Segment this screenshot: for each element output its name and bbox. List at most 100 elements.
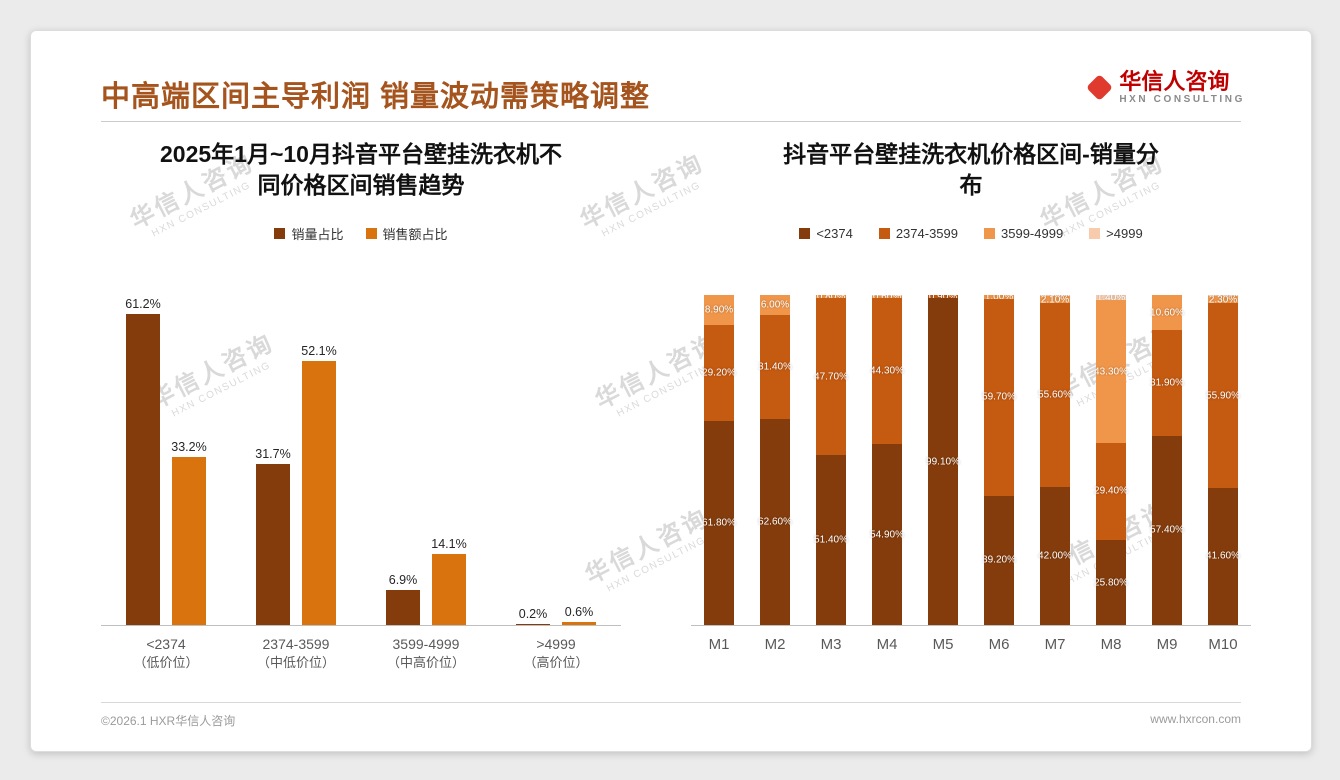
header-divider [101,121,1241,122]
stacked-bar: 0.20%2.30%55.90%41.60% [1206,295,1240,626]
segment-value-label: 10.60% [1150,307,1184,319]
bar-group: 0.2% 0.6% [516,605,596,626]
segment-value-label: 39.20% [982,554,1016,566]
legend-swatch [274,227,286,239]
legend-swatch [984,227,995,239]
footer-website: www.hxrcon.com [1150,712,1241,726]
bar-rect [302,360,336,626]
page-title: 中高端区间主导利润 销量波动需策略调整 [101,81,651,113]
segment-value-label: 6.00% [760,299,790,311]
segment-value-label: 29.20% [702,367,736,379]
bar: 0.6% [562,605,596,626]
legend-item: <2374 [799,226,853,241]
segment-value-label: 99.10% [926,456,960,468]
category-label: >4999 （高价位） [491,634,621,673]
bar-value-label: 0.2% [518,607,548,622]
bar-segment: 1.40% [1096,295,1126,303]
slide-card: 华信人咨询 HXN CONSULTING 华信人咨询 HXN CONSULTING … [30,30,1312,752]
bar-rect [126,314,160,626]
category-label: M10 [1208,636,1238,654]
bar-segment: 39.20% [982,495,1016,626]
legend-swatch [878,227,890,239]
bar-value-label: 61.2% [125,297,161,312]
category-label: M3 [820,636,842,654]
category-label: M1 [708,636,730,654]
stacked-bar: 0.10%10.60%31.90%57.40% [1150,295,1184,626]
stacked-bar: 0.30%2.10%55.60%42.00% [1038,295,1072,626]
category-name: >4999 [536,636,576,653]
bar-rect [562,622,596,626]
bar: 52.1% [301,343,337,626]
bar-value-label: 6.9% [388,573,418,588]
segment-value-label: 43.30% [1094,366,1128,378]
segment-value-label: 2.30% [1208,295,1238,306]
segment-value-label: 61.80% [702,517,736,529]
bar-segment: 25.80% [1094,539,1128,626]
bar-segment: 29.20% [702,324,736,422]
bar-segment: 29.40% [1094,442,1128,540]
bar-group: 6.9% 14.1% [386,536,467,626]
bar-segment: 2.10% [1040,295,1070,306]
bar-segment: 6.00% [760,295,790,315]
category-label: M8 [1100,636,1122,654]
legend-item: 销量占比 [274,224,344,243]
category-label: 2374-3599 （中低价位） [231,634,361,673]
bar-segment: 44.30% [870,297,904,444]
bar-segment: 57.40% [1150,435,1184,626]
category-label: M7 [1044,636,1066,654]
bar-rect [256,464,290,626]
segment-value-label: 47.70% [814,371,848,383]
bar-segment: 42.00% [1038,486,1072,626]
bar-segment: 31.40% [758,314,792,419]
slide-footer: ©2026.1 HXR华信人咨询 www.hxrcon.com [101,702,1241,729]
category-name: 3599-4999 [392,636,460,653]
bar: 61.2% [125,297,161,626]
category-sublabel: （高价位） [523,655,589,671]
bar-rect [432,553,466,626]
chart-legend: 销量占比 销售额占比 [101,224,621,243]
bar-value-label: 31.7% [255,447,291,462]
chart-legend: <2374 2374-3599 3599-4999 >4999 [691,225,1251,241]
category-label: M6 [988,636,1010,654]
segment-value-label: 62.60% [758,516,792,528]
segment-value-label: 2.10% [1040,295,1070,306]
bar-value-label: 52.1% [301,343,337,358]
stacked-bar: 0.20%0.60%44.30%54.90% [870,295,904,626]
segment-value-label: 59.70% [982,391,1016,403]
chart-category-axis: M1 M2 M3 M4 M5 M6 M7 M8 M9 M10 [691,634,1251,656]
bar-value-label: 14.1% [431,536,467,551]
segment-value-label: 55.60% [1038,389,1072,401]
logo-name: 华信人咨询 [1119,69,1230,94]
segment-value-label: 42.00% [1038,550,1072,562]
bar-value-label: 33.2% [171,439,207,454]
bar-segment: 59.70% [982,298,1016,496]
bar-segment: 55.60% [1038,303,1072,487]
segment-value-label: 44.30% [870,365,904,377]
category-sublabel: （中低价位） [256,655,335,671]
legend-label: <2374 [816,225,853,241]
segment-value-label: 31.40% [758,361,792,373]
bar-rect [172,456,206,626]
chart-plot: 0.10%8.90%29.20%61.80%6.00%31.40%62.60%0… [691,295,1251,627]
bar: 14.1% [431,536,467,626]
company-logo: 华信人咨询 HXN CONSULTING [1086,69,1245,106]
category-label: <2374 （低价位） [101,634,231,673]
bar: 31.7% [255,447,291,626]
bar-group: 31.7% 52.1% [255,343,337,626]
legend-label: 销售额占比 [382,226,448,242]
category-label: 3599-4999 （中高价位） [361,634,491,673]
chart-title: 抖音平台壁挂洗衣机价格区间-销量分布 [783,141,1159,199]
category-label: M4 [876,636,898,654]
bar-segment: 41.60% [1206,487,1240,626]
bar-group: 61.2% 33.2% [125,297,207,626]
category-label: M2 [764,636,786,654]
segment-value-label: 54.90% [870,529,904,541]
legend-label: 3599-4999 [1001,225,1064,241]
category-sublabel: （中高价位） [386,655,465,671]
segment-value-label: 57.40% [1150,524,1184,536]
segment-value-label: 31.90% [1150,377,1184,389]
bar-segment: 43.30% [1094,300,1128,443]
stacked-bar: 0.10%0.80%47.70%51.40% [814,295,848,626]
legend-item: >4999 [1089,226,1143,241]
legend-item: 销售额占比 [365,224,448,243]
